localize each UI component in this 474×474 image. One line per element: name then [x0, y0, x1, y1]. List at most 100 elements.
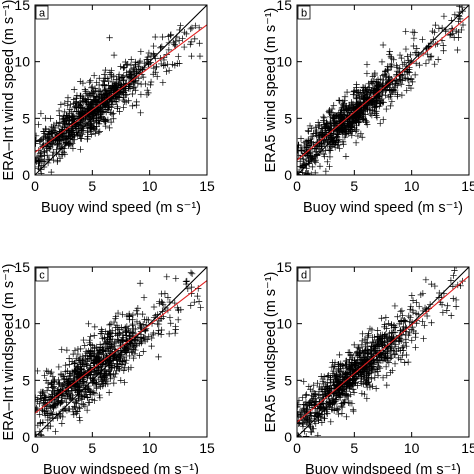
data-point	[64, 94, 72, 101]
data-point	[155, 327, 162, 334]
data-point	[444, 302, 451, 309]
data-point	[76, 132, 83, 139]
data-point	[314, 380, 321, 387]
data-point	[121, 356, 129, 364]
data-point	[141, 59, 148, 67]
data-point	[130, 354, 137, 362]
panel-label: a	[39, 8, 46, 20]
data-point	[349, 386, 357, 393]
data-point	[407, 303, 415, 310]
data-point	[78, 380, 86, 388]
data-point	[179, 35, 186, 42]
data-point	[64, 367, 71, 375]
data-point	[409, 297, 417, 304]
data-point	[39, 407, 46, 414]
data-point	[69, 125, 76, 132]
data-point	[88, 120, 96, 127]
data-point	[87, 99, 95, 106]
data-point	[49, 384, 57, 391]
data-point	[90, 93, 98, 101]
data-point	[109, 101, 117, 108]
data-point	[80, 382, 87, 389]
data-point	[309, 133, 316, 140]
data-point	[90, 351, 97, 359]
data-point	[114, 329, 122, 337]
data-point	[131, 343, 138, 351]
data-point	[297, 401, 302, 408]
data-point	[63, 112, 70, 119]
data-point	[349, 100, 357, 108]
data-point	[364, 357, 371, 365]
data-point	[367, 369, 375, 377]
data-point	[65, 355, 73, 362]
data-point	[76, 405, 84, 412]
data-point	[331, 363, 338, 370]
data-point	[126, 74, 134, 81]
data-point	[334, 406, 342, 413]
data-point	[327, 109, 335, 116]
data-point	[397, 317, 405, 324]
data-point	[304, 127, 312, 134]
data-point	[145, 316, 152, 324]
data-point	[337, 368, 345, 376]
data-point	[133, 67, 140, 75]
data-point	[153, 73, 161, 80]
x-tick-label: 0	[31, 440, 39, 456]
data-point	[384, 67, 392, 74]
data-point	[77, 365, 84, 372]
data-point	[405, 57, 412, 64]
data-point	[320, 114, 328, 122]
data-point	[128, 56, 135, 63]
data-point	[412, 333, 419, 341]
panel-label-box	[297, 267, 311, 282]
data-point	[90, 389, 97, 396]
data-point	[130, 325, 137, 333]
x-tick-label: 5	[88, 178, 96, 194]
data-point	[57, 133, 64, 141]
data-point	[345, 102, 353, 110]
data-point	[35, 154, 41, 162]
data-point	[84, 358, 91, 365]
data-point	[427, 53, 434, 61]
data-point	[305, 383, 313, 390]
data-point	[360, 84, 368, 92]
data-point	[124, 346, 131, 353]
data-point	[188, 270, 196, 278]
data-point	[297, 163, 304, 170]
data-point	[123, 348, 130, 356]
data-point	[70, 411, 78, 418]
data-point	[187, 269, 195, 276]
data-point	[367, 79, 375, 86]
data-point	[102, 118, 109, 125]
data-point	[303, 171, 310, 175]
data-point	[375, 79, 382, 86]
data-point	[150, 64, 158, 72]
data-point	[407, 314, 414, 321]
data-point	[43, 367, 50, 375]
data-point	[139, 73, 147, 81]
panel-label-box	[297, 5, 311, 20]
data-point	[366, 106, 373, 114]
data-point	[299, 394, 306, 401]
data-point	[48, 123, 55, 131]
y-tick-label: 10	[14, 316, 30, 332]
data-point	[131, 83, 139, 91]
data-point	[354, 343, 362, 351]
data-point	[71, 404, 79, 411]
data-point	[40, 163, 48, 171]
data-point	[84, 95, 91, 103]
data-point	[405, 76, 412, 84]
data-point	[316, 163, 324, 170]
data-point	[297, 135, 305, 142]
data-point	[135, 59, 143, 67]
data-point	[138, 323, 145, 331]
data-point	[110, 370, 117, 378]
data-point	[344, 122, 352, 130]
data-point	[398, 91, 406, 99]
data-point	[106, 341, 113, 348]
data-point	[359, 330, 366, 338]
data-point	[69, 113, 76, 120]
data-point	[104, 106, 111, 113]
data-point	[75, 122, 82, 129]
data-point	[38, 170, 45, 175]
